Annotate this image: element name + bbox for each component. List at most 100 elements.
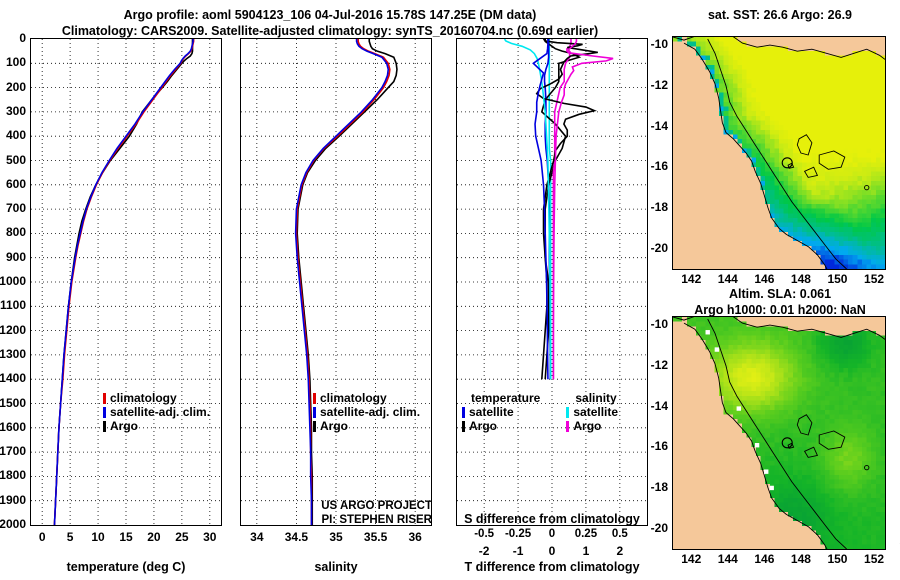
difference-panel: [456, 38, 648, 526]
map-lat-tick--10: -10: [650, 317, 668, 332]
temperature-tick-30: 30: [203, 530, 217, 544]
depth-tick-2000: 2000: [0, 517, 26, 531]
depth-tick-500: 500: [5, 152, 26, 167]
legend-item: satellite-adj. clim.: [103, 405, 210, 419]
project-credit-line2: PI: STEPHEN RISER: [321, 514, 432, 526]
salinity-plot: [241, 39, 431, 525]
depth-tick-700: 700: [5, 201, 26, 216]
map-lat-tick--16: -16: [650, 439, 668, 454]
sst-map-title: sat. SST: 26.6 Argo: 26.9: [707, 8, 853, 22]
t-diff-tick-2: 2: [616, 544, 624, 558]
legend-item: satellite-adj. clim.: [313, 405, 420, 419]
salinity-panel: [240, 38, 432, 526]
map-lat-tick--12: -12: [650, 77, 668, 92]
map-lat-tick--14: -14: [650, 398, 668, 413]
sla-map: [673, 317, 885, 549]
depth-tick-400: 400: [5, 128, 26, 143]
legend-item: Argo: [566, 419, 618, 433]
legend-label: satellite-adj. clim.: [320, 405, 421, 419]
legend-swatch-temperature-satellite: [462, 406, 465, 418]
legend-swatch-argo: [103, 420, 106, 432]
legend-label: climatology: [110, 391, 177, 405]
temperature-tick-5: 5: [66, 530, 74, 544]
legend-item: Argo: [103, 419, 210, 433]
map-lat-tick--10: -10: [650, 37, 668, 52]
depth-tick-1700: 1700: [0, 444, 26, 459]
legend-swatch-climatology: [313, 392, 316, 404]
depth-tick-1500: 1500: [0, 395, 26, 410]
depth-tick-1800: 1800: [0, 468, 26, 483]
legend-label: Argo: [573, 419, 602, 433]
page-title: Argo profile: aoml 5904123_106 04-Jul-20…: [123, 8, 537, 22]
map-lat-tick--18: -18: [650, 479, 668, 494]
sst-map-panel: [672, 36, 886, 270]
temperature-tick-10: 10: [91, 530, 105, 544]
salinity-tick-35.5: 35.5: [363, 530, 388, 544]
salinity-tick-35: 35: [329, 530, 343, 544]
map-lon-tick-148: 148: [790, 552, 811, 566]
map-lat-tick--12: -12: [650, 357, 668, 372]
map-lon-tick-142: 142: [681, 552, 702, 566]
salinity-tick-34.5: 34.5: [284, 530, 309, 544]
t-diff-tick--1: -1: [512, 544, 524, 558]
map-lat-tick--14: -14: [650, 118, 668, 133]
legend-item: satellite: [462, 405, 540, 419]
depth-tick-0: 0: [19, 31, 26, 45]
depth-tick-1600: 1600: [0, 419, 26, 434]
legend-swatch-satellite-adj: [103, 406, 106, 418]
temperature-plot: [31, 39, 221, 525]
s-diff-tick--0.5: -0.5: [474, 528, 495, 540]
map-lon-tick-152: 152: [864, 272, 885, 286]
salinity-axis-label: salinity: [314, 560, 358, 574]
map-lon-tick-146: 146: [754, 552, 775, 566]
legend-swatch-climatology: [103, 392, 106, 404]
sla-map-panel: [672, 316, 886, 550]
t-diff-tick--2: -2: [478, 544, 490, 558]
page-subtitle: Climatology: CARS2009. Satellite-adjuste…: [61, 24, 599, 38]
temperature-tick-0: 0: [38, 530, 46, 544]
map-lon-tick-148: 148: [790, 272, 811, 286]
map-lon-tick-142: 142: [681, 272, 702, 286]
legend-swatch-argo: [313, 420, 316, 432]
legend-label: satellite-adj. clim.: [110, 405, 211, 419]
legend-item: Argo: [313, 419, 420, 433]
legend-label: satellite: [469, 405, 514, 419]
salinity-legend: climatology satellite-adj. clim. Argo: [313, 391, 420, 433]
legend-swatch-satellite-adj: [313, 406, 316, 418]
depth-tick-1100: 1100: [0, 298, 26, 313]
legend-swatch-salinity-argo: [566, 420, 570, 432]
difference-legend-col-salinity: salinity satellite Argo: [566, 391, 618, 433]
s-diff-tick-0: 0: [548, 528, 556, 540]
map-lon-tick-144: 144: [717, 272, 738, 286]
depth-tick-800: 800: [5, 225, 26, 240]
legend-item: climatology: [103, 391, 210, 405]
legend-label: satellite: [573, 405, 619, 419]
s-diff-tick--0.25: -0.25: [504, 528, 532, 540]
sst-map: [673, 37, 885, 269]
legend-swatch-temperature-argo: [462, 420, 465, 432]
difference-plot: [457, 39, 647, 525]
legend-header: temperature: [471, 391, 541, 405]
depth-tick-1000: 1000: [0, 274, 26, 288]
map-lon-tick-152: 152: [864, 552, 885, 566]
depth-tick-1200: 1200: [0, 322, 26, 337]
map-lat-tick--20: -20: [650, 240, 668, 255]
sla-map-title-line2: Argo h1000: 0.01 h2000: NaN: [694, 303, 866, 317]
depth-tick-200: 200: [5, 79, 26, 94]
legend-header: salinity: [575, 391, 617, 405]
depth-tick-1300: 1300: [0, 346, 26, 361]
map-lat-tick--20: -20: [650, 520, 668, 535]
depth-tick-100: 100: [5, 55, 26, 70]
t-diff-tick-1: 1: [582, 544, 590, 558]
difference-legend: temperature satellite Argo salinity sate…: [462, 391, 646, 433]
project-credit-line1: US ARGO PROJECT: [321, 500, 432, 512]
depth-tick-600: 600: [5, 176, 26, 191]
salinity-tick-34: 34: [250, 530, 264, 544]
s-difference-axis-label: S difference from climatology: [464, 512, 640, 526]
map-lat-tick--16: -16: [650, 159, 668, 174]
temperature-panel: [30, 38, 222, 526]
legend-swatch-salinity-satellite: [566, 406, 570, 418]
depth-tick-1900: 1900: [0, 492, 26, 507]
legend-label: climatology: [320, 391, 387, 405]
